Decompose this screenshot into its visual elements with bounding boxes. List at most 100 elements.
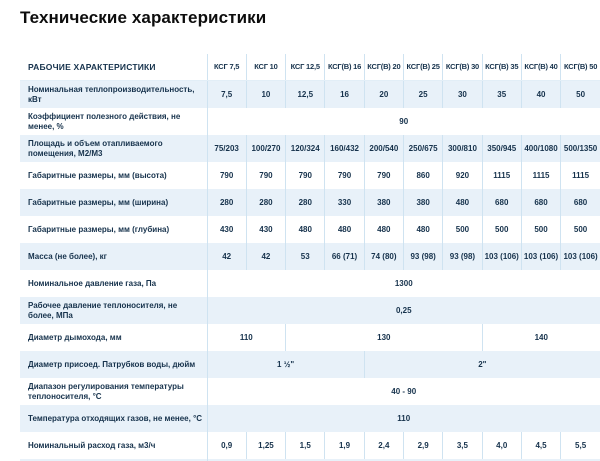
- table-row: Площадь и объем отапливаемого помещения,…: [20, 135, 600, 162]
- table-row: Габаритные размеры, мм (ширина) 280 280 280…: [20, 189, 600, 216]
- value-cell: 3,5: [442, 432, 483, 459]
- value-cell: 1,5: [285, 432, 326, 459]
- table-row: Габаритные размеры, мм (глубина) 430 430 48…: [20, 216, 600, 243]
- column-header: КСГ(В) 20: [364, 54, 404, 81]
- value-cell: 4,0: [482, 432, 522, 459]
- row-label: Площадь и объем отапливаемого помещения,…: [20, 135, 208, 162]
- value-cell: 110: [207, 324, 287, 351]
- value-cell: 790: [324, 162, 365, 189]
- row-label: Гидравлическое сопротивление котла, не б…: [20, 459, 208, 461]
- value-cell: 300/810: [442, 135, 483, 162]
- table-row: Температура отходящих газов, не менее, °…: [20, 405, 600, 432]
- column-header: КСГ 7,5: [207, 54, 247, 81]
- value-cell: 400/1080: [521, 135, 562, 162]
- row-label: Номинальный расход газа, м3/ч: [20, 432, 208, 459]
- row-label: Диапазон регулирования температуры тепло…: [20, 378, 208, 405]
- column-header: КСГ 12,5: [285, 54, 326, 81]
- value-cell: 500: [560, 216, 600, 243]
- value-cell: 2": [364, 351, 600, 378]
- value-cell: 1115: [521, 162, 562, 189]
- row-label: Масса (не более), кг: [20, 243, 208, 270]
- value-cell: 140: [482, 324, 600, 351]
- table-body: Номинальная теплопроизводительность, кВт…: [20, 80, 600, 461]
- value-cell: 430: [207, 216, 247, 243]
- value-cell: 66 (71): [324, 243, 365, 270]
- value-cell: 110: [207, 405, 600, 432]
- value-cell: 280: [207, 189, 247, 216]
- value-cell: 2,4: [364, 432, 404, 459]
- value-cell: 380: [403, 189, 444, 216]
- value-cell: 280: [285, 189, 326, 216]
- value-cell: 2,9: [403, 432, 444, 459]
- value-cell: 103 (106): [560, 243, 600, 270]
- value-cell: 93 (98): [403, 243, 444, 270]
- row-label: Номинальное давление газа, Па: [20, 270, 208, 297]
- value-cell: 5,5: [560, 432, 600, 459]
- value-cell: 790: [364, 162, 404, 189]
- row-label: Диаметр дымохода, мм: [20, 324, 208, 351]
- value-cell: 74 (80): [364, 243, 404, 270]
- value-cell: 200/540: [364, 135, 404, 162]
- table-row: Номинальная теплопроизводительность, кВт…: [20, 80, 600, 108]
- value-cell: 350/945: [482, 135, 522, 162]
- header-label: РАБОЧИЕ ХАРАКТЕРИСТИКИ: [20, 54, 208, 81]
- value-cell: 380: [364, 189, 404, 216]
- table-row: Гидравлическое сопротивление котла, не б…: [20, 459, 600, 461]
- value-cell: 500: [482, 216, 522, 243]
- specs-table: РАБОЧИЕ ХАРАКТЕРИСТИКИ КСГ 7,5 КСГ 10 КСГ …: [20, 54, 600, 461]
- value-cell: 430: [246, 216, 287, 243]
- value-cell: 0,9: [207, 432, 247, 459]
- value-cell: 500: [521, 216, 562, 243]
- table-row: Диапазон регулирования температуры тепло…: [20, 378, 600, 405]
- row-label: Номинальная теплопроизводительность, кВт: [20, 80, 208, 108]
- table-row: Коэффициент полезного действия, не менее…: [20, 108, 600, 135]
- value-cell: 920: [442, 162, 483, 189]
- value-cell: 20: [364, 80, 404, 108]
- row-label: Габаритные размеры, мм (ширина): [20, 189, 208, 216]
- column-header: КСГ(В) 30: [442, 54, 483, 81]
- value-cell: 0,25: [207, 297, 600, 324]
- value-cell: 0,01: [207, 459, 600, 461]
- value-cell: 42: [207, 243, 247, 270]
- column-header: КСГ(В) 35: [482, 54, 522, 81]
- value-cell: 480: [364, 216, 404, 243]
- value-cell: 1 ½": [207, 351, 365, 378]
- value-cell: 40: [521, 80, 562, 108]
- value-cell: 16: [324, 80, 365, 108]
- value-cell: 480: [324, 216, 365, 243]
- table-row: Диаметр дымохода, мм 110 130 140: [20, 324, 600, 351]
- value-cell: 100/270: [246, 135, 287, 162]
- column-header: КСГ(В) 25: [403, 54, 444, 81]
- value-cell: 1,25: [246, 432, 287, 459]
- value-cell: 35: [482, 80, 522, 108]
- value-cell: 90: [207, 108, 600, 135]
- value-cell: 680: [560, 189, 600, 216]
- value-cell: 330: [324, 189, 365, 216]
- row-label: Рабочее давление теплоносителя, не более…: [20, 297, 208, 324]
- table-row: Номинальный расход газа, м3/ч 0,9 1,25 1,5 1…: [20, 432, 600, 459]
- row-label: Температура отходящих газов, не менее, °…: [20, 405, 208, 432]
- table-row: Рабочее давление теплоносителя, не более…: [20, 297, 600, 324]
- value-cell: 103 (106): [521, 243, 562, 270]
- value-cell: 280: [246, 189, 287, 216]
- value-cell: 790: [207, 162, 247, 189]
- row-label: Диаметр присоед. Патрубков воды, дюйм: [20, 351, 208, 378]
- value-cell: 12,5: [285, 80, 326, 108]
- row-label: Коэффициент полезного действия, не менее…: [20, 108, 208, 135]
- column-header: КСГ(В) 50: [560, 54, 600, 81]
- value-cell: 250/675: [403, 135, 444, 162]
- value-cell: 1115: [560, 162, 600, 189]
- value-cell: 680: [521, 189, 562, 216]
- header-row: РАБОЧИЕ ХАРАКТЕРИСТИКИ КСГ 7,5 КСГ 10 КСГ …: [20, 54, 600, 81]
- value-cell: 40 - 90: [207, 378, 600, 405]
- value-cell: 860: [403, 162, 444, 189]
- table-row: Номинальное давление газа, Па 1300: [20, 270, 600, 297]
- value-cell: 500: [442, 216, 483, 243]
- table-row: Масса (не более), кг 42 42 53 66 (71) 74 (80)…: [20, 243, 600, 270]
- value-cell: 120/324: [285, 135, 326, 162]
- value-cell: 480: [403, 216, 444, 243]
- value-cell: 680: [482, 189, 522, 216]
- value-cell: 790: [285, 162, 326, 189]
- value-cell: 1115: [482, 162, 522, 189]
